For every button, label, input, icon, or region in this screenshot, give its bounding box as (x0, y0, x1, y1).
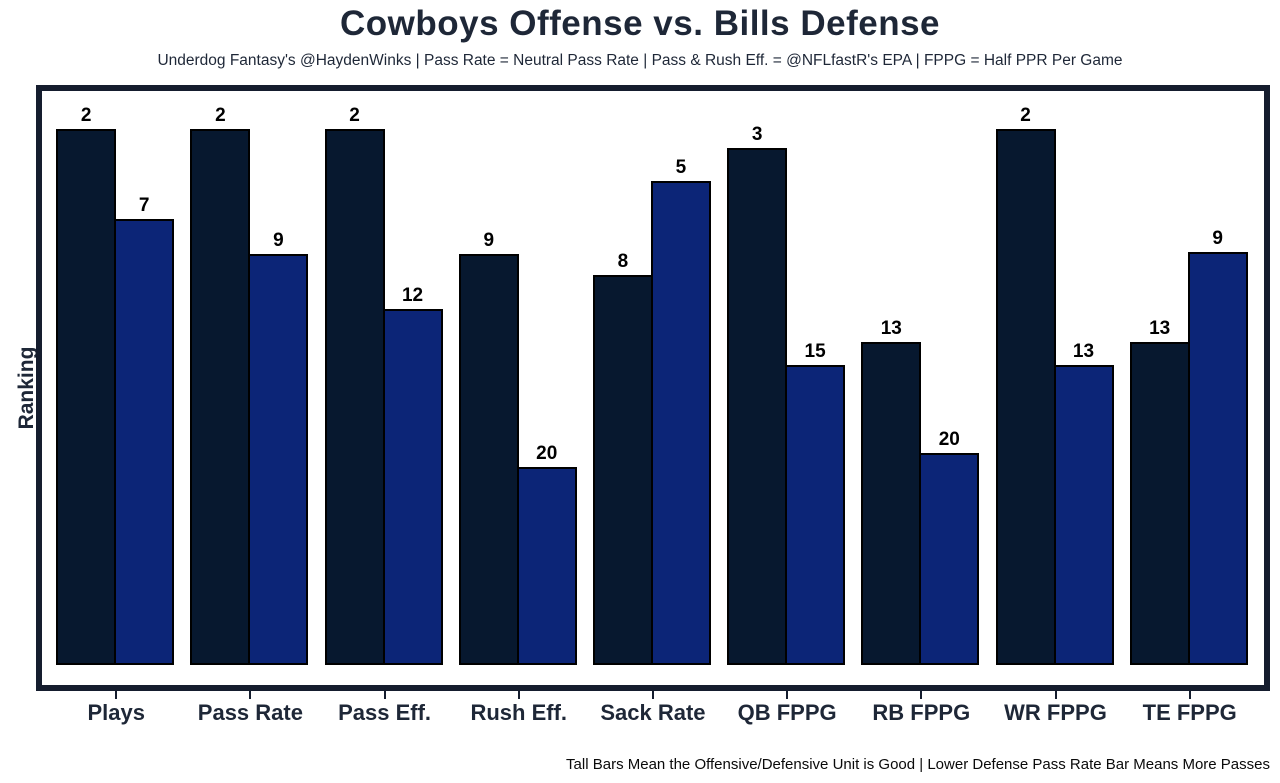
bar-group-rb-fppg: 13 20 (861, 93, 981, 665)
footnote: Tall Bars Mean the Offensive/Defensive U… (566, 756, 1270, 773)
bar-group-pass-eff: 2 12 (324, 93, 445, 665)
bar-group-rush-eff: 9 20 (458, 93, 579, 665)
x-axis-cell-pass-rate: Pass Rate (190, 691, 310, 726)
x-axis-label: QB FPPG (737, 700, 837, 725)
offense-bar (458, 254, 519, 665)
defense-rank-label: 20 (536, 443, 558, 464)
x-tick (651, 691, 654, 699)
x-axis-row: Plays Pass Rate Pass Eff. Rush Eff. Sack Rat… (42, 691, 1264, 726)
x-axis-cell-wr-fppg: WR FPPG (996, 691, 1116, 726)
x-tick (517, 691, 520, 699)
offense-bar (56, 129, 117, 665)
x-axis-label: Plays (87, 700, 145, 725)
defense-rank-label: 9 (273, 230, 284, 251)
bar-group-wr-fppg: 2 13 (995, 93, 1116, 665)
x-axis-cell-rb-fppg: RB FPPG (861, 691, 981, 726)
defense-rank-label: 13 (1072, 341, 1095, 362)
x-axis-cell-te-fppg: TE FPPG (1130, 691, 1250, 726)
plot-area: 2 7 2 9 2 12 9 20 8 5 3 15 13 20 2 13 13 9 (36, 85, 1270, 691)
offense-rank-label: 2 (1020, 105, 1031, 126)
defense-rank-label: 12 (401, 285, 424, 306)
offense-rank-label: 2 (215, 105, 226, 126)
defense-rank-label: 9 (1212, 228, 1223, 249)
offense-rank-label: 2 (349, 105, 360, 126)
x-axis-label: WR FPPG (1004, 700, 1107, 725)
offense-bar (592, 275, 653, 665)
defense-rank-label: 15 (804, 341, 826, 362)
defense-bar (919, 453, 980, 665)
defense-bar (1187, 252, 1248, 665)
defense-bar (1053, 365, 1114, 665)
offense-rank-label: 3 (751, 124, 763, 145)
x-tick (920, 691, 923, 699)
offense-rank-label: 13 (1149, 318, 1171, 339)
defense-bar (114, 219, 175, 665)
x-axis-cell-plays: Plays (56, 691, 176, 726)
offense-rank-label: 8 (617, 251, 629, 272)
offense-bar (190, 129, 251, 665)
x-tick (786, 691, 789, 699)
defense-rank-label: 7 (138, 195, 150, 216)
x-axis-label: Pass Rate (197, 700, 303, 725)
defense-rank-label: 20 (938, 429, 960, 450)
bars-row: 2 7 2 9 2 12 9 20 8 5 3 15 13 20 2 13 13 9 (42, 93, 1264, 665)
defense-bar (382, 309, 443, 665)
x-tick (383, 691, 386, 699)
x-axis-label: TE FPPG (1142, 700, 1237, 725)
defense-rank-label: 5 (675, 157, 687, 178)
offense-rank-label: 13 (880, 318, 902, 339)
x-axis-cell-rush-eff: Rush Eff. (459, 691, 579, 726)
x-axis-label: Pass Eff. (338, 700, 432, 725)
x-axis-cell-qb-fppg: QB FPPG (727, 691, 847, 726)
bar-group-qb-fppg: 3 15 (727, 93, 847, 665)
defense-bar (785, 365, 846, 665)
offense-bar (995, 129, 1056, 665)
bar-group-te-fppg: 13 9 (1129, 93, 1250, 665)
offense-bar (727, 148, 788, 665)
x-tick (1188, 691, 1191, 699)
x-axis-label: Sack Rate (600, 700, 706, 725)
chart-title: Cowboys Offense vs. Bills Defense (339, 4, 940, 43)
x-tick (115, 691, 118, 699)
x-tick (249, 691, 252, 699)
x-axis-label: RB FPPG (872, 700, 971, 725)
defense-bar (248, 254, 309, 665)
x-axis-label: Rush Eff. (470, 700, 568, 725)
chart-subtitle: Underdog Fantasy's @HaydenWinks | Pass R… (157, 52, 1123, 69)
x-axis-cell-pass-eff: Pass Eff. (325, 691, 445, 726)
defense-bar (650, 181, 711, 665)
offense-bar (324, 129, 385, 665)
offense-rank-label: 2 (80, 105, 92, 126)
x-axis-cell-sack-rate: Sack Rate (593, 691, 713, 726)
offense-bar (861, 342, 922, 665)
x-tick (1054, 691, 1057, 699)
offense-bar (1129, 342, 1190, 665)
defense-bar (516, 467, 577, 665)
offense-rank-label: 9 (483, 230, 495, 251)
